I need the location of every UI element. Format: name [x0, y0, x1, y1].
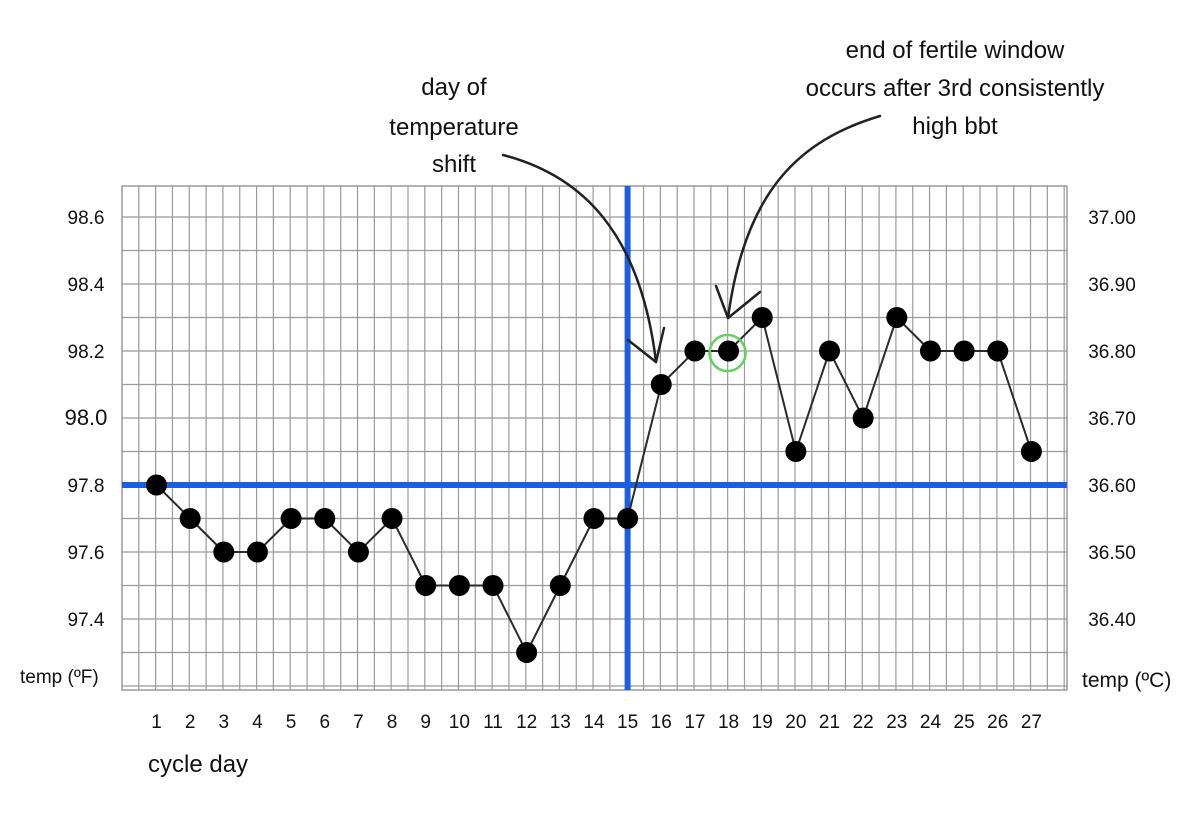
- annotation-fertile-window: occurs after 3rd consistently: [806, 75, 1105, 102]
- y-tick-label-left: 98.0: [65, 405, 108, 430]
- x-tick-label: 15: [617, 712, 638, 733]
- x-tick-label: 19: [752, 712, 773, 733]
- x-tick-label: 11: [483, 712, 503, 733]
- x-tick-label: 6: [319, 712, 330, 733]
- data-point: [314, 508, 336, 529]
- annotation-temperature-shift: shift: [432, 151, 476, 178]
- x-tick-label: 21: [819, 712, 840, 733]
- data-point: [718, 340, 740, 362]
- data-point: [751, 307, 773, 328]
- data-point: [852, 407, 874, 429]
- data-point: [381, 508, 403, 529]
- x-tick-label: 5: [286, 712, 297, 733]
- y-tick-label-right: 37.00: [1088, 208, 1136, 229]
- data-point: [617, 508, 639, 529]
- y-tick-label-left: 97.6: [68, 543, 105, 564]
- y-tick-label-right: 36.80: [1088, 342, 1136, 363]
- x-tick-label: 14: [583, 712, 605, 733]
- annotation-fertile-window: high bbt: [912, 113, 998, 140]
- data-point: [886, 307, 908, 328]
- data-point: [549, 575, 571, 596]
- annotation-fertile-window: end of fertile window: [846, 37, 1065, 64]
- data-point: [280, 508, 302, 529]
- data-point: [583, 508, 605, 529]
- data-point: [347, 541, 369, 563]
- y-axis-title-left: temp (ºF): [20, 667, 99, 688]
- x-tick-label: 1: [151, 712, 162, 733]
- data-point: [482, 575, 504, 596]
- y-tick-label-left: 98.4: [68, 275, 105, 296]
- x-axis-title: cycle day: [148, 751, 248, 778]
- data-point: [213, 541, 235, 563]
- x-tick-label: 18: [718, 712, 739, 733]
- x-tick-label: 8: [387, 712, 398, 733]
- arrow-fertile-window: [726, 114, 882, 320]
- data-point: [987, 340, 1009, 362]
- data-point: [1020, 441, 1042, 462]
- y-tick-label-left: 97.4: [68, 610, 105, 631]
- x-tick-label: 7: [353, 712, 364, 733]
- x-tick-label: 22: [853, 712, 874, 733]
- x-tick-label: 25: [954, 712, 975, 733]
- y-tick-label-right: 36.60: [1088, 476, 1136, 497]
- y-tick-label-right: 36.40: [1088, 610, 1136, 631]
- x-tick-label: 3: [219, 712, 230, 733]
- arrowhead-temperature-shift: [626, 326, 666, 364]
- y-axis-title-right: temp (ºC): [1082, 669, 1171, 692]
- y-tick-label-left: 98.2: [68, 342, 105, 363]
- y-tick-label-right: 36.90: [1088, 275, 1136, 296]
- highlight-circle: [708, 333, 747, 373]
- data-point: [179, 508, 201, 529]
- x-tick-label: 4: [252, 712, 263, 733]
- data-point: [246, 541, 268, 563]
- x-tick-label: 20: [785, 712, 806, 733]
- data-point: [785, 441, 807, 462]
- data-point: [146, 474, 167, 496]
- x-tick-label: 12: [516, 712, 537, 733]
- x-tick-label: 16: [651, 712, 672, 733]
- x-tick-label: 17: [684, 712, 705, 733]
- y-tick-label-right: 36.70: [1088, 409, 1136, 430]
- x-tick-label: 10: [449, 712, 470, 733]
- x-tick-label: 2: [185, 712, 196, 733]
- data-point: [650, 374, 672, 395]
- annotation-temperature-shift: day of: [421, 74, 487, 101]
- x-tick-label: 9: [420, 712, 431, 733]
- y-tick-label-right: 36.50: [1088, 543, 1136, 564]
- y-tick-label-left: 97.8: [68, 476, 105, 497]
- annotation-temperature-shift: temperature: [389, 114, 518, 141]
- x-tick-label: 27: [1021, 712, 1042, 733]
- data-point: [415, 575, 437, 596]
- y-tick-label-left: 98.6: [68, 208, 105, 229]
- x-tick-label: 24: [920, 712, 942, 733]
- x-tick-label: 26: [987, 712, 1008, 733]
- data-point: [516, 642, 538, 663]
- data-point: [953, 340, 975, 362]
- data-point: [684, 340, 706, 362]
- data-point: [448, 575, 470, 596]
- arrowhead-fertile-window: [714, 284, 762, 320]
- x-tick-label: 13: [550, 712, 571, 733]
- x-tick-label: 23: [886, 712, 907, 733]
- data-point: [819, 340, 840, 362]
- plot-frame: [121, 185, 1068, 691]
- data-point: [919, 340, 941, 362]
- arrow-temperature-shift: [501, 153, 658, 364]
